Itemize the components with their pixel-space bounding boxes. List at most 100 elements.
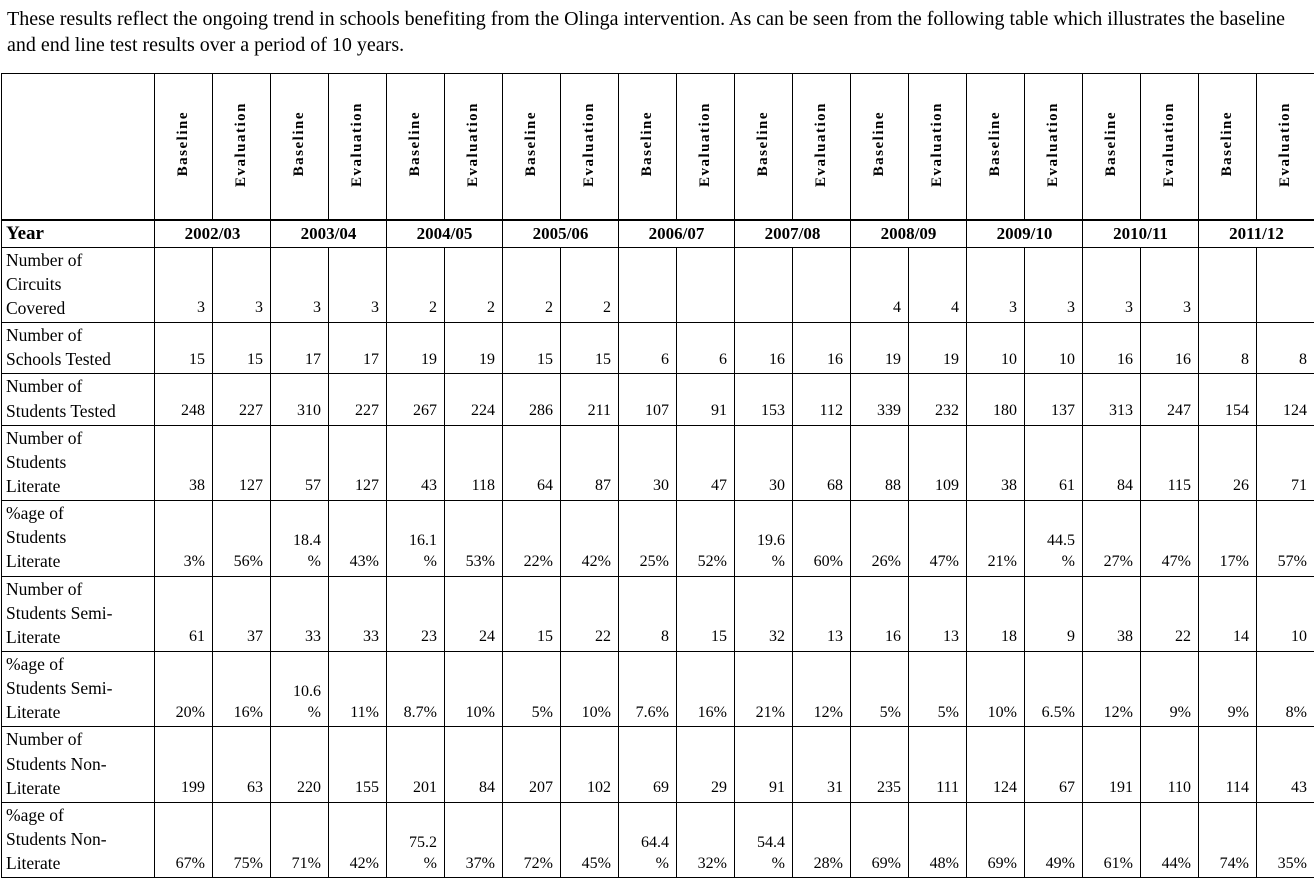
value-cell: 2 <box>502 246 561 324</box>
value-cell: 22 <box>1140 575 1199 653</box>
rotated-header-label: Evaluation <box>697 101 713 187</box>
rotated-header-label: Baseline <box>987 111 1003 177</box>
value-cell: 3 <box>1140 246 1199 324</box>
value-cell: 4 <box>850 246 909 324</box>
evaluation-column-header: Evaluation <box>1140 72 1199 221</box>
value-cell: 57 <box>270 424 329 502</box>
rotated-header-label: Evaluation <box>465 101 481 187</box>
baseline-column-header: Baseline <box>966 72 1025 221</box>
value-cell: 21% <box>734 651 793 728</box>
value-cell: 75% <box>212 801 271 879</box>
value-cell: 54.4 % <box>734 801 793 879</box>
value-cell: 44% <box>1140 801 1199 879</box>
value-cell: 3 <box>1024 246 1083 324</box>
value-cell: 310 <box>270 373 329 426</box>
row-label: %age of Students Non- Literate <box>1 801 155 879</box>
value-cell: 17% <box>1198 500 1257 577</box>
table-row: Number of Students Literate 38 127 57 127 43 1… <box>1 424 1314 502</box>
value-cell: 19 <box>386 322 445 375</box>
value-cell: 52% <box>676 500 735 577</box>
value-cell: 49% <box>1024 801 1083 879</box>
value-cell: 111 <box>908 726 967 803</box>
value-cell: 47% <box>1140 500 1199 577</box>
year-row: Year 2002/03 2003/04 2004/05 2005/06 2006/07 2… <box>1 219 1314 248</box>
value-cell: 16 <box>1140 322 1199 375</box>
value-cell: 7.6% <box>618 651 677 728</box>
year-cell: 2004/05 <box>386 219 503 248</box>
row-label: Number of Students Non- Literate <box>1 726 155 803</box>
value-cell: 4 <box>908 246 967 324</box>
year-cell: 2009/10 <box>966 219 1083 248</box>
value-cell: 14 <box>1198 575 1257 653</box>
baseline-column-header: Baseline <box>270 72 329 221</box>
value-cell: 15 <box>212 322 271 375</box>
value-cell: 25% <box>618 500 677 577</box>
value-cell: 232 <box>908 373 967 426</box>
value-cell: 201 <box>386 726 445 803</box>
value-cell: 75.2 % <box>386 801 445 879</box>
value-cell: 44.5 % <box>1024 500 1083 577</box>
year-cell: 2002/03 <box>154 219 271 248</box>
value-cell: 124 <box>1256 373 1314 426</box>
value-cell: 67 <box>1024 726 1083 803</box>
rotated-header-label: Baseline <box>755 111 771 177</box>
evaluation-column-header: Evaluation <box>1256 72 1314 221</box>
value-cell: 15 <box>502 322 561 375</box>
value-cell: 72% <box>502 801 561 879</box>
rotated-header-label: Baseline <box>523 111 539 177</box>
value-cell: 13 <box>908 575 967 653</box>
value-cell: 115 <box>1140 424 1199 502</box>
value-cell: 16 <box>850 575 909 653</box>
row-label: Number of Students Semi- Literate <box>1 575 155 653</box>
table-row: Number of Students Non- Literate 199 63 220… <box>1 726 1314 803</box>
value-cell: 12% <box>792 651 851 728</box>
evaluation-column-header: Evaluation <box>328 72 387 221</box>
value-cell: 33 <box>270 575 329 653</box>
value-cell: 137 <box>1024 373 1083 426</box>
value-cell: 71 <box>1256 424 1314 502</box>
value-cell: 84 <box>1082 424 1141 502</box>
value-cell: 33 <box>328 575 387 653</box>
value-cell: 3 <box>966 246 1025 324</box>
value-cell: 64 <box>502 424 561 502</box>
rotated-header-label: Evaluation <box>581 101 597 187</box>
corner-cell <box>1 72 155 221</box>
value-cell: 155 <box>328 726 387 803</box>
value-cell: 207 <box>502 726 561 803</box>
year-cell: 2007/08 <box>734 219 851 248</box>
value-cell: 10 <box>1024 322 1083 375</box>
results-table: Baseline Evaluation Baseline Evaluation Base… <box>1 72 1314 879</box>
year-cell: 2006/07 <box>618 219 735 248</box>
row-label: Number of Schools Tested <box>1 322 155 375</box>
value-cell: 16.1 % <box>386 500 445 577</box>
value-cell: 5% <box>908 651 967 728</box>
value-cell: 224 <box>444 373 503 426</box>
value-cell <box>734 246 793 324</box>
rotated-header-label: Baseline <box>871 111 887 177</box>
evaluation-column-header: Evaluation <box>444 72 503 221</box>
value-cell: 42% <box>560 500 619 577</box>
value-cell: 30 <box>618 424 677 502</box>
year-cell: 2003/04 <box>270 219 387 248</box>
value-cell: 180 <box>966 373 1025 426</box>
value-cell: 64.4 % <box>618 801 677 879</box>
value-cell: 8 <box>1198 322 1257 375</box>
value-cell: 3 <box>212 246 271 324</box>
value-cell: 15 <box>502 575 561 653</box>
header-row: Baseline Evaluation Baseline Evaluation Base… <box>1 72 1314 221</box>
value-cell: 6.5% <box>1024 651 1083 728</box>
value-cell: 211 <box>560 373 619 426</box>
value-cell: 24 <box>444 575 503 653</box>
value-cell: 71% <box>270 801 329 879</box>
value-cell: 87 <box>560 424 619 502</box>
value-cell: 43 <box>1256 726 1314 803</box>
table-row: %age of Students Semi- Literate 20% 16% 10.… <box>1 651 1314 728</box>
value-cell: 19 <box>850 322 909 375</box>
value-cell: 8% <box>1256 651 1314 728</box>
value-cell: 68 <box>792 424 851 502</box>
value-cell: 10% <box>444 651 503 728</box>
value-cell <box>676 246 735 324</box>
value-cell: 16 <box>792 322 851 375</box>
value-cell: 37 <box>212 575 271 653</box>
